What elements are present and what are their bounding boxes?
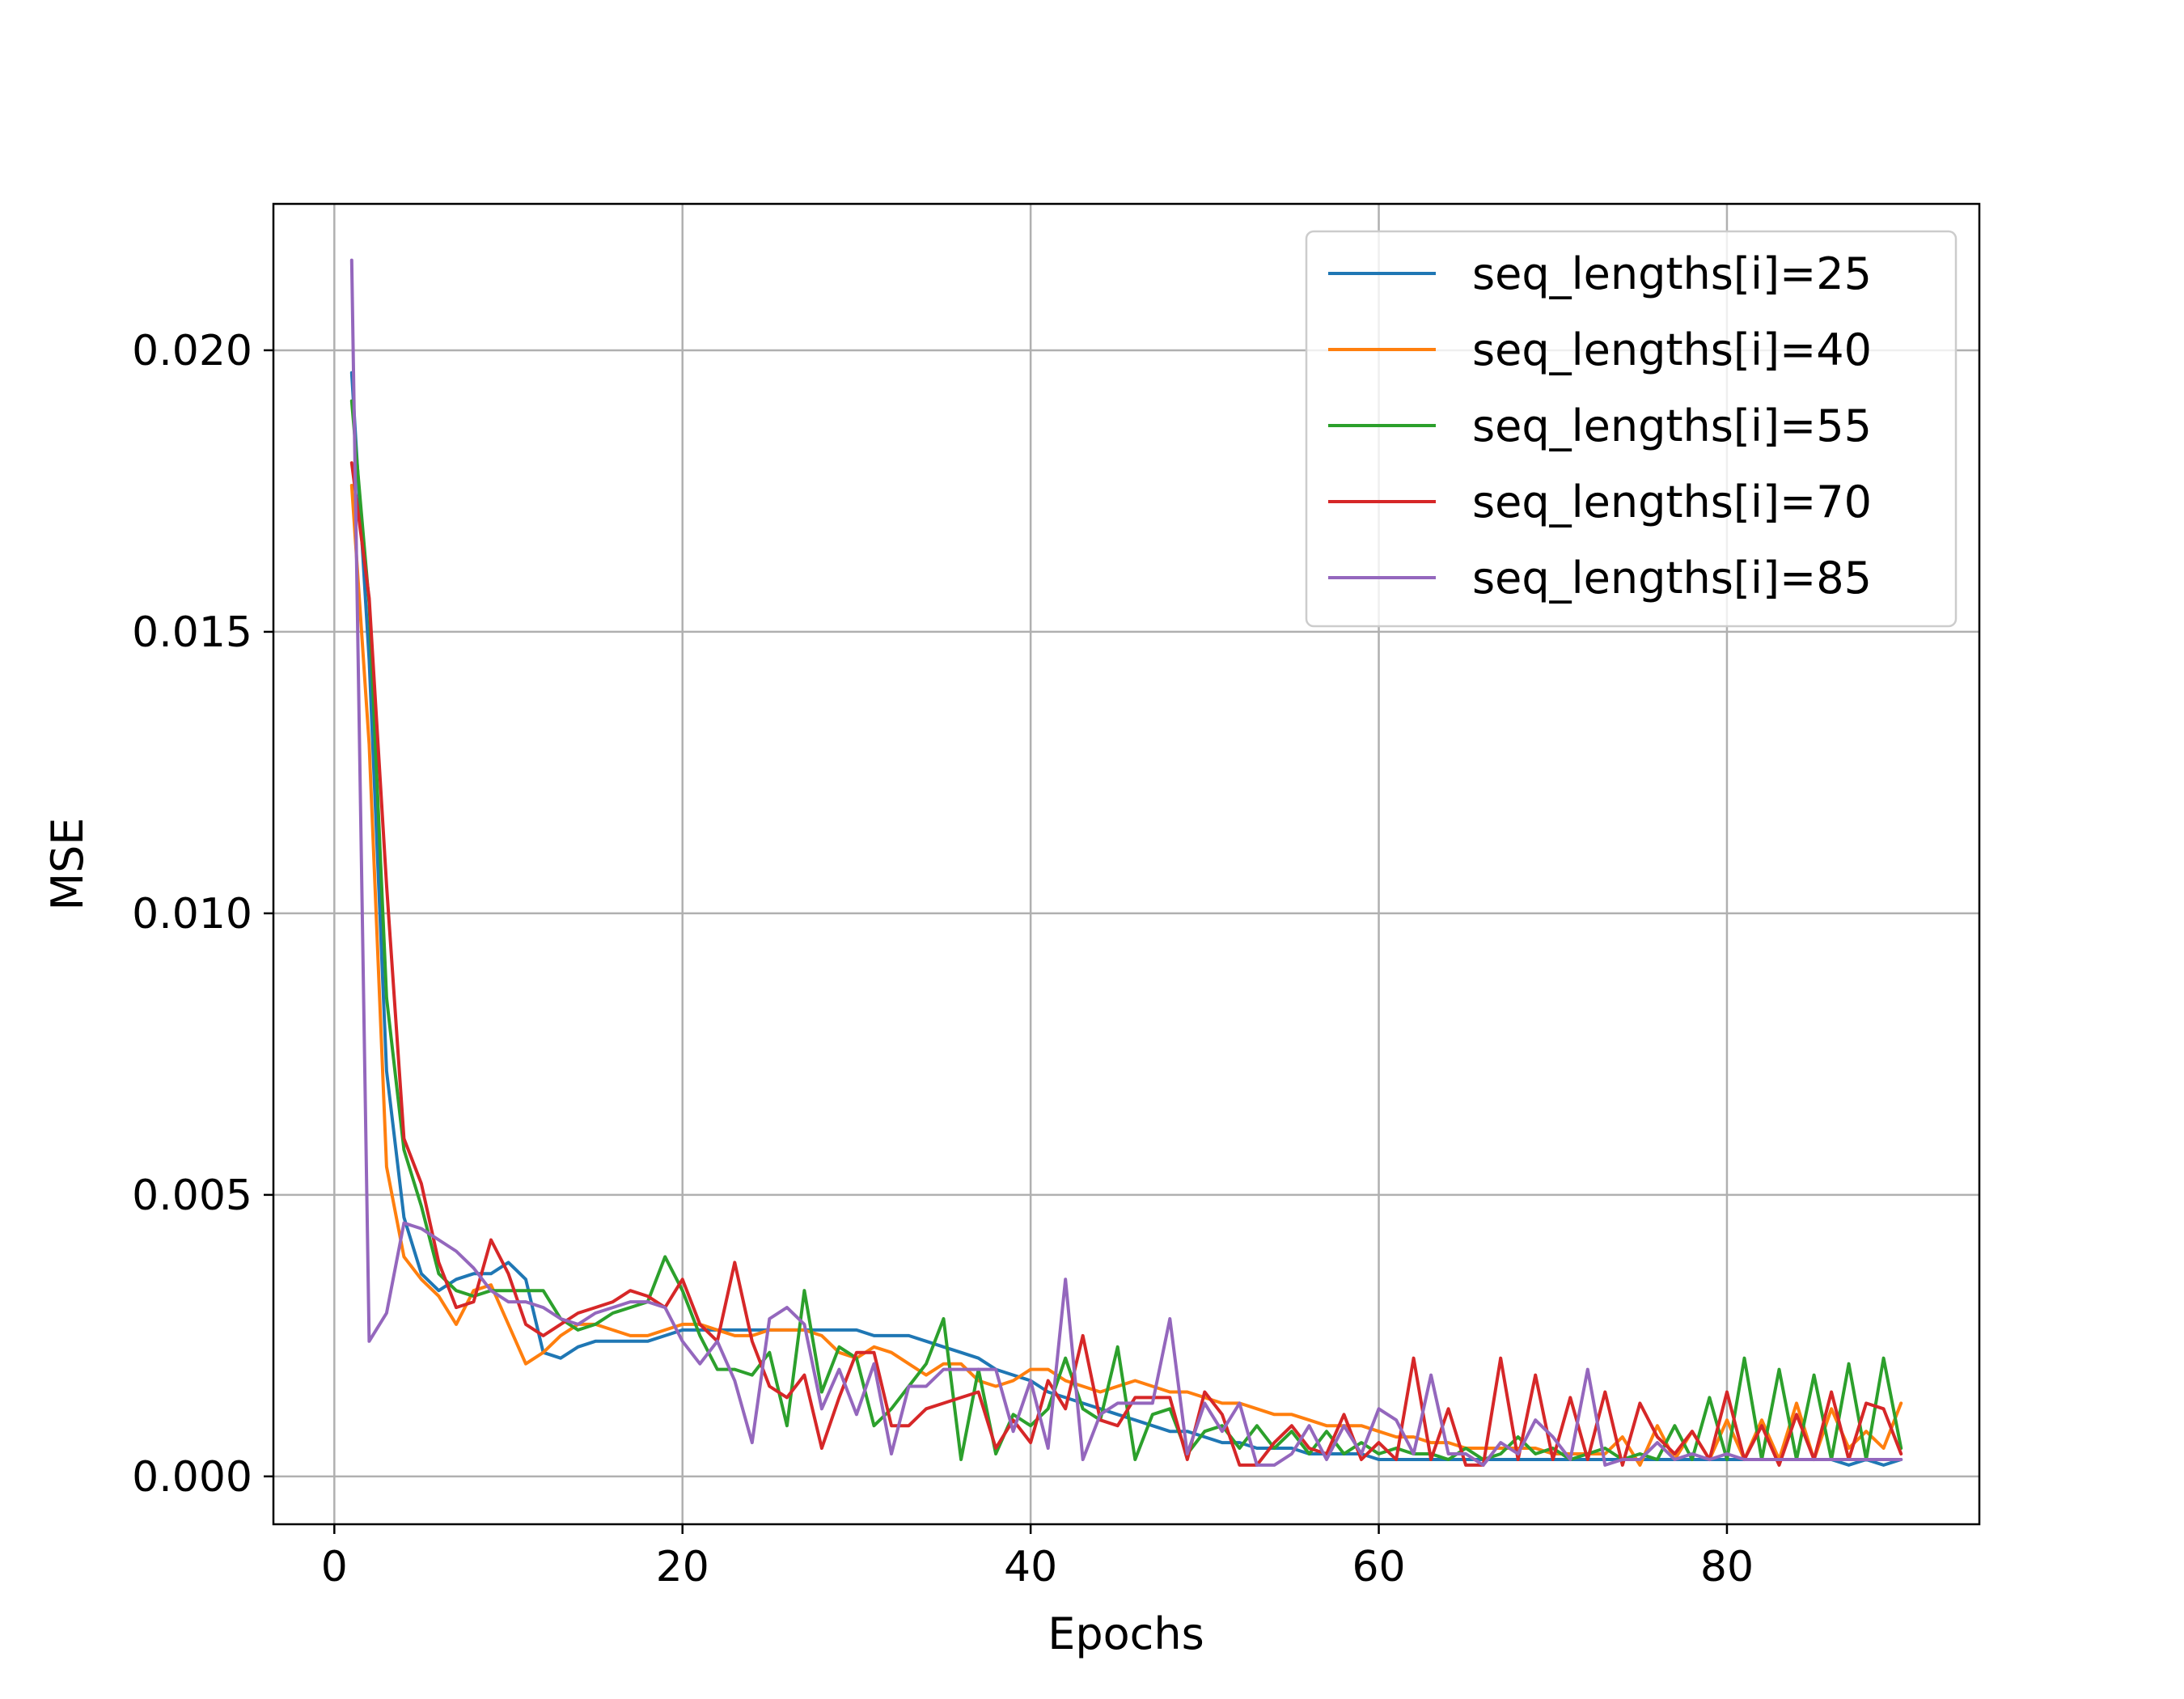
x-tick-label: 60 — [1352, 1543, 1405, 1591]
y-tick-label: 0.010 — [132, 890, 252, 938]
series-line-5 — [349, 258, 1903, 1467]
plot-area-frame — [272, 202, 1981, 1526]
ticks: 0 20 40 60 80 0.000 0.005 0.010 0.015 0.020 — [132, 327, 1754, 1591]
x-tick-label: 40 — [1004, 1543, 1057, 1591]
y-tick-label: 0.020 — [132, 327, 252, 375]
legend-label: seq_lengths[i]=25 — [1472, 248, 1872, 299]
series-layer — [349, 258, 1903, 1467]
legend: seq_lengths[i]=25 seq_lengths[i]=40 seq_le… — [1305, 230, 1958, 628]
y-tick-label: 0.005 — [132, 1172, 252, 1220]
legend-label: seq_lengths[i]=55 — [1472, 400, 1872, 451]
legend-box — [1305, 230, 1958, 628]
y-tick-label: 0.015 — [132, 608, 252, 657]
legend-label: seq_lengths[i]=85 — [1472, 553, 1872, 604]
y-axis-label: MSE — [42, 818, 93, 911]
legend-label: seq_lengths[i]=40 — [1472, 324, 1872, 375]
series-line-4 — [349, 461, 1903, 1467]
legend-label: seq_lengths[i]=70 — [1472, 477, 1872, 527]
y-tick-label: 0.000 — [132, 1453, 252, 1502]
x-axis-label: Epochs — [1048, 1608, 1204, 1659]
x-tick-label: 80 — [1700, 1543, 1754, 1591]
x-tick-label: 0 — [321, 1543, 348, 1591]
x-tick-label: 20 — [656, 1543, 709, 1591]
